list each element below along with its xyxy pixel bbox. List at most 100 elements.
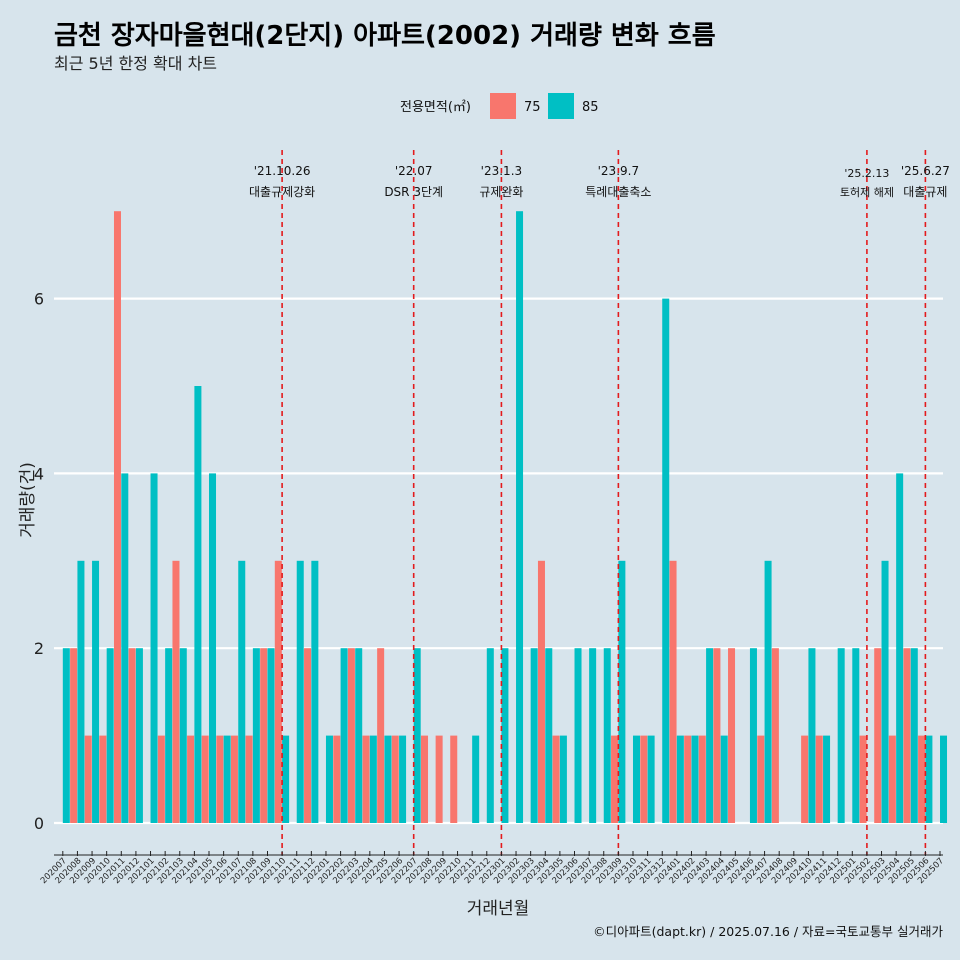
bar-85-202504 [896,473,904,823]
bar-85-202202 [340,648,348,823]
bar-85-202411 [823,735,831,823]
bar-85-202012 [135,648,143,823]
bar-85-202406 [749,648,757,823]
bar-75-202311 [640,735,648,823]
y-axis-ticks: 0 2 4 6 [34,290,44,833]
bar-85-202102 [165,648,173,823]
bar-85-202203 [355,648,363,823]
bar-75-202402 [684,735,692,823]
bar-85-202407 [764,560,772,823]
bar-75-202304 [537,560,545,823]
bar-85-202212 [486,648,494,823]
bar-85-202109 [267,648,275,823]
bar-75-202206 [391,735,399,823]
bar-85-202501 [852,648,860,823]
bar-85-202103 [179,648,187,823]
bar-85-202305 [559,735,567,823]
bar-75-202210 [450,735,458,823]
bar-85-202310 [632,735,640,823]
chart-caption: ©디아파트(dapt.kr) / 2025.07.16 / 자료=국토교통부 실… [593,924,943,939]
bar-75-202411 [815,735,823,823]
bar-85-202204 [369,735,377,823]
bar-85-202401 [676,735,684,823]
bar-75-202010 [99,735,107,823]
bar-75-202405 [728,648,736,823]
gridlines [54,297,943,825]
x-axis: 2020072020082020092020102020112020122021… [39,851,946,886]
bar-85-202410 [808,648,816,823]
y-tick-label: 4 [34,464,44,483]
bar-75-202110 [274,560,282,823]
bar-85-202303 [530,648,538,823]
legend-title: 전용면적(㎡) [400,100,471,115]
bar-75-202105 [201,735,209,823]
legend-label-85: 85 [582,100,599,115]
bar-85-202307 [589,648,597,823]
bar-75-202403 [698,735,706,823]
bar-75-202103 [172,560,180,823]
bar-75-202009 [84,735,92,823]
y-tick-label: 6 [34,290,44,309]
bar-85-202312 [662,298,670,824]
bar-85-202010 [106,648,114,823]
bar-75-202109 [260,648,268,823]
bar-75-202112 [304,648,312,823]
bar-85-202201 [325,735,333,823]
bar-85-202011 [121,473,129,823]
bar-85-202007 [62,648,70,823]
bar-85-202404 [720,735,728,823]
bar-85-202306 [574,648,582,823]
bar-75-202502 [859,735,867,823]
y-axis-label: 거래량(건) [18,462,38,538]
bar-85-202206 [399,735,407,823]
bar-85-202106 [223,735,231,823]
legend: 전용면적(㎡) 75 85 [400,93,599,119]
bar-75-202203 [347,648,355,823]
event-name-label: 대출규제강화 [249,185,315,199]
x-axis-label: 거래년월 [467,899,530,919]
event-name-label: 규제완화 [479,185,523,199]
bar-75-202106 [216,735,224,823]
bar-85-202105 [209,473,217,823]
bar-85-202211 [472,735,480,823]
bar-75-202108 [245,735,253,823]
bar-85-202505 [910,648,918,823]
bar-75-202503 [874,648,882,823]
bar-85-202304 [545,648,553,823]
bar-75-202407 [757,735,765,823]
event-date-label: '25.6.27 [901,164,950,178]
bar-85-202301 [501,648,509,823]
bar-85-202507 [940,735,948,823]
bar-85-202101 [150,473,158,823]
bar-75-202505 [903,648,911,823]
bar-85-202104 [194,386,202,823]
event-name-label: 대출규제 [903,185,947,199]
bar-75-202208 [421,735,429,823]
event-date-label: '21.10.26 [254,164,311,178]
bar-75-202309 [611,735,619,823]
bar-75-202404 [713,648,721,823]
bar-85-202402 [691,735,699,823]
bar-85-202403 [706,648,714,823]
bar-85-202009 [92,560,100,823]
bar-75-202202 [333,735,341,823]
event-name-label: DSR 3단계 [384,185,443,199]
bar-85-202111 [296,560,304,823]
bar-85-202008 [77,560,85,823]
bar-75-202209 [435,735,443,823]
legend-swatch-75 [490,93,516,119]
chart-title: 금천 장자마을현대(2단지) 아파트(2002) 거래량 변화 흐름 [54,21,716,51]
bar-75-202205 [377,648,385,823]
bar-75-202012 [128,648,136,823]
event-name-label: 특례대출축소 [585,185,651,199]
event-date-label: '23.1.3 [481,164,522,178]
bar-75-202401 [669,560,677,823]
event-date-label: '25.2.13 [844,167,889,180]
bar-75-202107 [230,735,238,823]
bar-75-202504 [888,735,896,823]
bar-85-202207 [413,648,421,823]
bar-85-202205 [384,735,392,823]
bar-85-202311 [647,735,655,823]
bar-75-202102 [157,735,165,823]
